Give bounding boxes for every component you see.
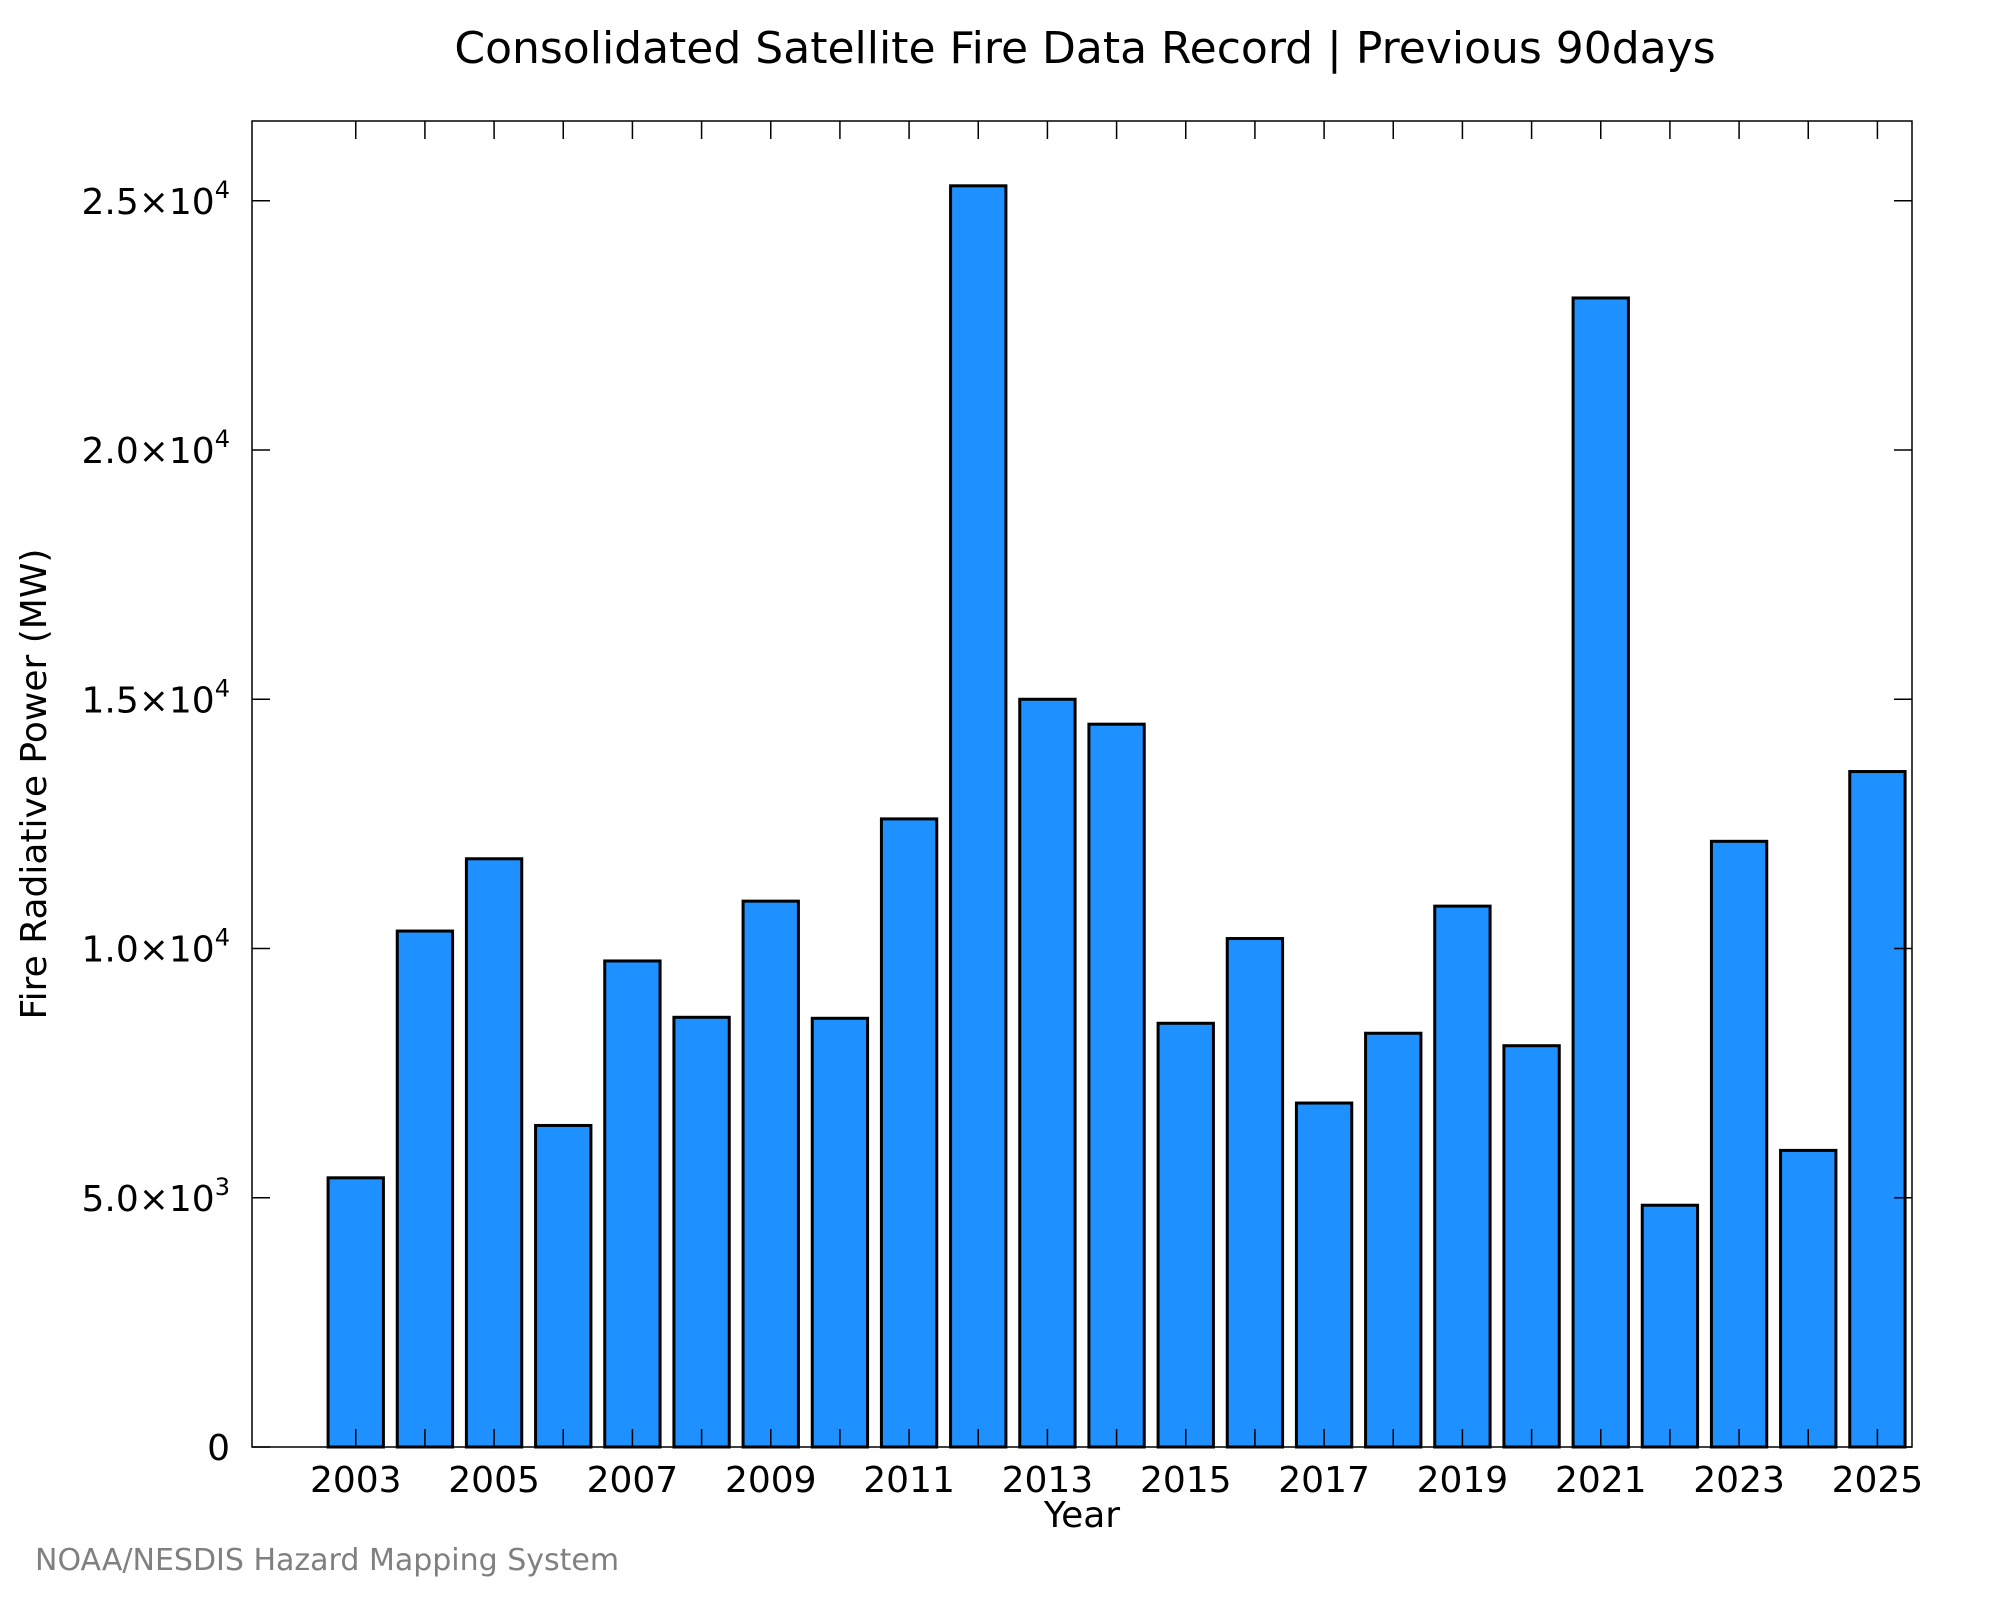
chart-title: Consolidated Satellite Fire Data Record …	[454, 23, 1715, 74]
x-tick-label: 2025	[1832, 1460, 1924, 1501]
bar-2010	[810, 1016, 870, 1449]
bar-2024	[1779, 1148, 1838, 1449]
bar-2019	[1433, 904, 1492, 1449]
bar-2007	[603, 959, 662, 1449]
ticks-layer: 0 5.0×103 1.0×104 1.5×104 2.0×104 2.5×104 2003…	[81, 121, 1923, 1501]
x-tick-label: 2013	[1002, 1460, 1094, 1501]
y-axis-label: Fire Radiative Power (MW)	[14, 549, 55, 1020]
x-tick-label: 2021	[1555, 1460, 1647, 1501]
x-axis-label: Year	[1043, 1495, 1120, 1536]
bar-2013	[1018, 697, 1077, 1449]
bar-2023	[1709, 839, 1769, 1449]
bar-2009	[741, 899, 800, 1449]
bar-2016	[1225, 937, 1285, 1449]
bar-2014	[1087, 722, 1146, 1449]
credit-text: NOAA/NESDIS Hazard Mapping System	[35, 1543, 619, 1578]
x-tick-label: 2019	[1417, 1460, 1509, 1501]
bar-2011	[879, 817, 939, 1449]
x-tick-label: 2003	[310, 1460, 402, 1501]
bar-2005	[464, 857, 524, 1449]
y-tick-label: 0	[207, 1428, 230, 1469]
bar-2003	[326, 1176, 385, 1449]
bar-2004	[395, 929, 455, 1449]
plot-frame	[251, 120, 1913, 1448]
bars-layer	[326, 184, 1907, 1449]
x-tick-label: 2011	[863, 1460, 955, 1501]
bar-2025	[1848, 770, 1907, 1449]
y-tick-label: 5.0×103	[81, 1173, 230, 1220]
y-tick-label: 1.0×104	[81, 924, 230, 971]
x-tick-label: 2015	[1140, 1460, 1232, 1501]
bar-2015	[1156, 1021, 1215, 1449]
y-tick-label: 1.5×104	[81, 674, 230, 721]
x-tick-label: 2017	[1278, 1460, 1370, 1501]
x-tick-label: 2023	[1693, 1460, 1785, 1501]
x-tick-label: 2007	[587, 1460, 679, 1501]
bar-2018	[1364, 1031, 1423, 1449]
x-tick-label: 2009	[725, 1460, 817, 1501]
y-tick-label: 2.5×104	[81, 176, 230, 223]
bar-2020	[1502, 1044, 1561, 1449]
bar-2021	[1571, 296, 1630, 1449]
x-tick-label: 2005	[448, 1460, 540, 1501]
bar-2008	[672, 1015, 731, 1449]
bar-2017	[1294, 1101, 1354, 1449]
bar-2022	[1640, 1203, 1700, 1449]
bar-2012	[949, 184, 1008, 1449]
bar-2006	[534, 1123, 593, 1449]
y-tick-label: 2.0×104	[81, 425, 230, 472]
